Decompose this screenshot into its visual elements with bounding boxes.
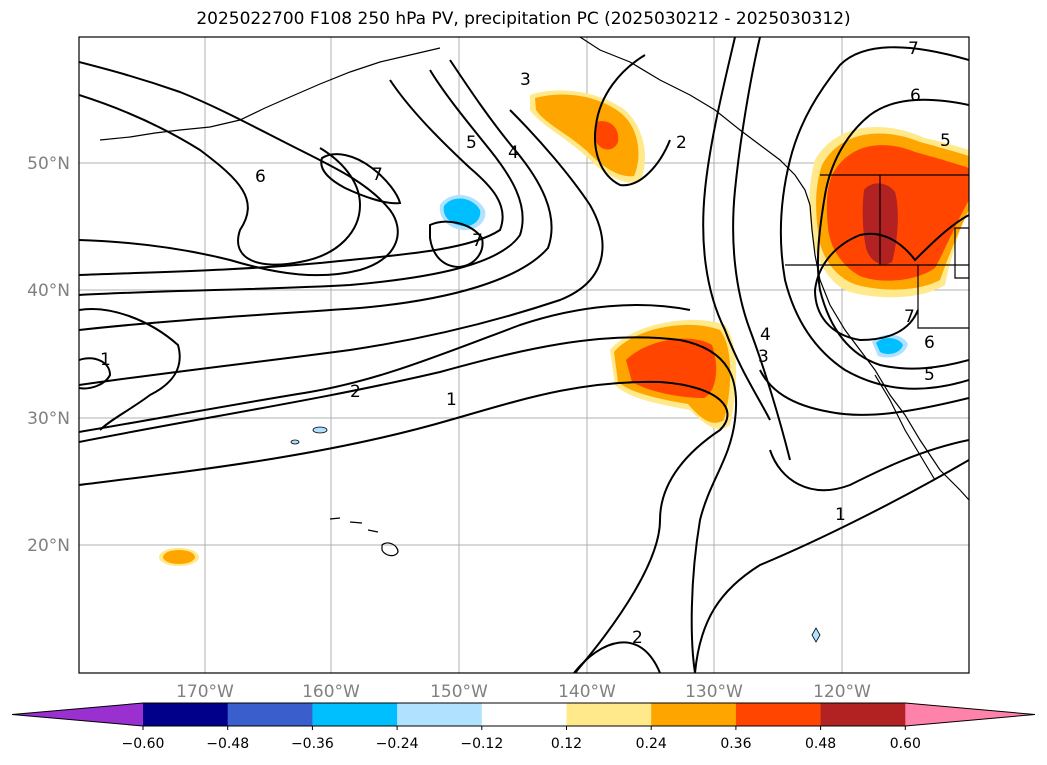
contour-label-7c: 7 [908,39,919,59]
map-title: 2025022700 F108 250 hPa PV, precipitatio… [196,9,851,29]
contour-label-7d: 7 [904,307,915,327]
colorbar-tick-label: −0.48 [206,736,249,752]
contour-label-7b: 7 [472,231,483,251]
lat-label-50n: 50°N [27,154,70,174]
colorbar-tick-label: −0.36 [291,736,334,752]
longitude-labels: 170°W 160°W 150°W 140°W 130°W 120°W [176,682,871,702]
contour-label-4b: 4 [760,325,771,345]
contour-label-6b: 6 [910,86,921,106]
contour-label-2c: 2 [632,628,643,648]
contour-label-7: 7 [372,165,383,185]
contour-label-5: 5 [466,133,477,153]
colorbar-tick-label: 0.24 [636,736,667,752]
contour-label-3: 3 [520,70,531,90]
lon-label-120w: 120°W [813,682,871,702]
colorbar-tick-label: −0.12 [460,736,503,752]
lon-label-150w: 150°W [430,682,488,702]
colorbar-tick-label: −0.60 [122,736,165,752]
lat-label-20n: 20°N [27,536,70,556]
contour-label-6: 6 [255,167,266,187]
colorbar-segment [735,703,822,726]
contour-label-3b: 3 [758,347,769,367]
contour-label-5b: 5 [924,365,935,385]
latitude-labels: 50°N 40°N 30°N 20°N [27,154,70,556]
colorbar-segment [651,703,737,726]
pv-contours [79,37,969,673]
colorbar-segment [143,703,229,726]
lon-label-140w: 140°W [558,682,616,702]
colorbar-tick-label: 0.48 [805,736,836,752]
colorbar-tick-label: 0.36 [720,736,751,752]
colorbar-extend-min [12,703,143,726]
colorbar-segment [397,703,483,726]
colorbar-segment [312,703,398,726]
contour-label-1: 1 [446,390,457,410]
colorbar-tick-label: 0.60 [890,736,921,752]
colorbar-segment [227,703,313,726]
contour-label-1b: 1 [835,505,846,525]
contour-label-2: 2 [350,382,361,402]
lon-label-160w: 160°W [302,682,360,702]
colorbar-segment [566,703,652,726]
lon-label-130w: 130°W [685,682,743,702]
lon-label-170w: 170°W [176,682,234,702]
colorbar-segment [481,703,567,726]
map-frame [78,36,970,674]
contour-label-5c: 5 [940,131,951,151]
contour-labels: 1 1 2 2 2 1 3 3 4 4 5 5 5 6 6 6 7 7 7 7 [100,39,951,648]
lat-label-40n: 40°N [27,281,70,301]
contour-label-6c: 6 [924,333,935,353]
contour-label-4: 4 [508,143,519,163]
colorbar-tick-label: 0.12 [551,736,582,752]
lat-label-30n: 30°N [27,409,70,429]
colorbar-extend-max [905,703,1035,726]
colorbar-tick-label: −0.24 [376,736,419,752]
contour-label-1c: 1 [100,350,111,370]
contour-label-2b: 2 [676,133,687,153]
colorbar-segment [820,703,906,726]
map-area [79,37,969,673]
colorbar: −0.60 −0.48 −0.36 −0.24 −0.12 0.12 0.24 0.36 0.4… [11,702,1036,752]
precip-shading [159,90,969,643]
